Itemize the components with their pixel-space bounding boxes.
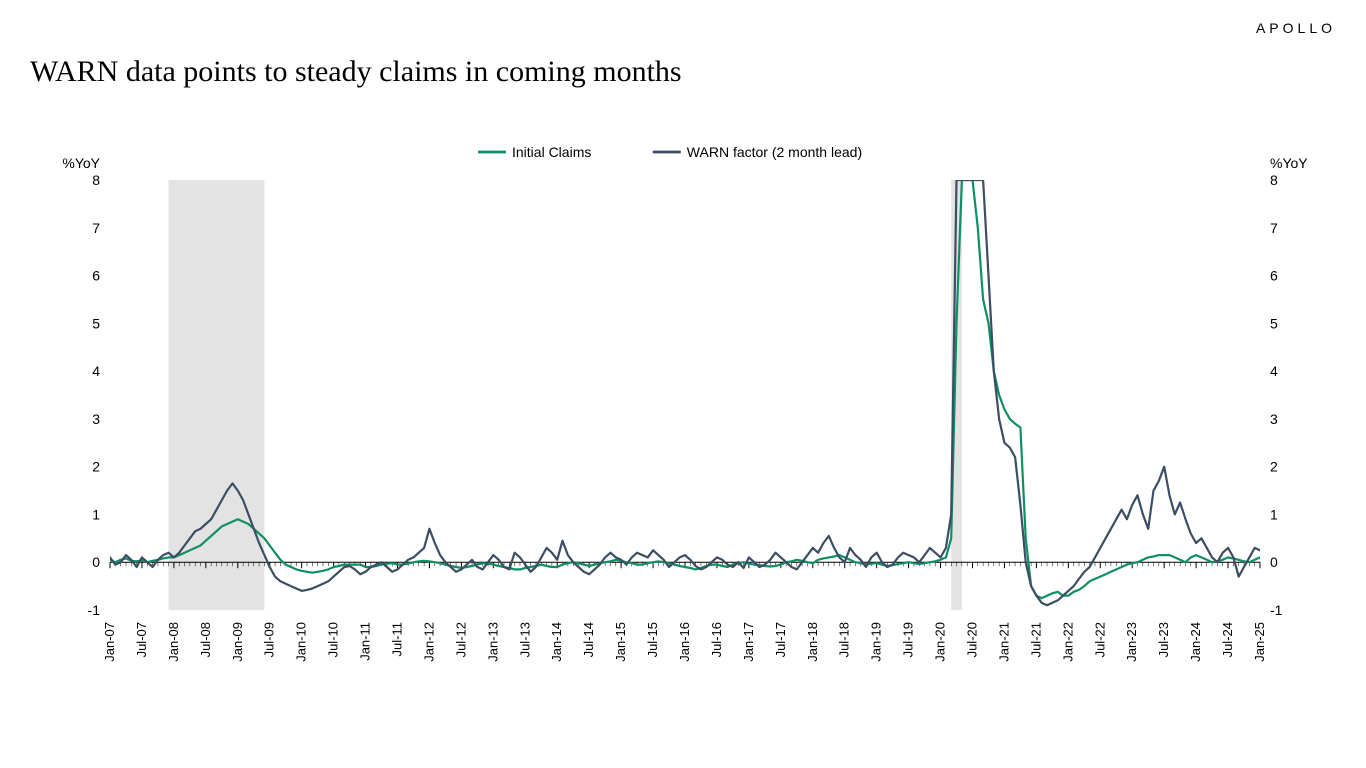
svg-text:1: 1 — [92, 506, 100, 522]
svg-text:Jan-13: Jan-13 — [485, 622, 500, 662]
svg-text:Jan-20: Jan-20 — [933, 622, 948, 662]
svg-text:4: 4 — [92, 363, 100, 379]
line-chart: -1-1001122334455667788%YoY%YoYJan-07Jul-… — [60, 140, 1310, 700]
svg-text:Jul-16: Jul-16 — [709, 622, 724, 657]
svg-text:Jan-14: Jan-14 — [549, 622, 564, 662]
svg-text:Jan-22: Jan-22 — [1060, 622, 1075, 662]
svg-text:1: 1 — [1270, 506, 1278, 522]
svg-text:Jan-08: Jan-08 — [166, 622, 181, 662]
svg-text:Jul-13: Jul-13 — [517, 622, 532, 657]
svg-text:Jan-11: Jan-11 — [358, 622, 373, 661]
svg-text:Jul-17: Jul-17 — [773, 622, 788, 657]
svg-text:Jul-15: Jul-15 — [645, 622, 660, 657]
svg-text:7: 7 — [92, 220, 100, 236]
svg-text:Jan-09: Jan-09 — [230, 622, 245, 662]
svg-text:6: 6 — [1270, 268, 1278, 284]
svg-text:Initial Claims: Initial Claims — [512, 144, 591, 160]
svg-text:Jul-08: Jul-08 — [198, 622, 213, 657]
svg-text:Jul-23: Jul-23 — [1156, 622, 1171, 657]
svg-text:-1: -1 — [1270, 602, 1283, 618]
svg-text:5: 5 — [92, 315, 100, 331]
svg-text:%YoY: %YoY — [1270, 155, 1308, 171]
svg-text:Jul-19: Jul-19 — [901, 622, 916, 657]
svg-text:Jul-07: Jul-07 — [134, 622, 149, 657]
svg-text:WARN factor (2 month lead): WARN factor (2 month lead) — [687, 144, 862, 160]
svg-text:Jan-23: Jan-23 — [1124, 622, 1139, 662]
svg-text:Jul-09: Jul-09 — [262, 622, 277, 657]
svg-text:Jan-16: Jan-16 — [677, 622, 692, 662]
svg-text:-1: -1 — [88, 602, 101, 618]
svg-text:Jan-17: Jan-17 — [741, 622, 756, 662]
svg-text:0: 0 — [92, 554, 100, 570]
svg-text:Jul-20: Jul-20 — [965, 622, 980, 657]
brand-label: APOLLO — [1256, 20, 1336, 36]
svg-text:Jan-10: Jan-10 — [294, 622, 309, 662]
svg-text:2: 2 — [1270, 459, 1278, 475]
chart-container: -1-1001122334455667788%YoY%YoYJan-07Jul-… — [60, 140, 1310, 700]
svg-text:Jul-11: Jul-11 — [390, 622, 405, 656]
svg-text:8: 8 — [1270, 172, 1278, 188]
svg-text:5: 5 — [1270, 315, 1278, 331]
chart-title: WARN data points to steady claims in com… — [30, 55, 682, 89]
svg-text:Jan-19: Jan-19 — [869, 622, 884, 662]
svg-text:Jan-07: Jan-07 — [102, 622, 117, 662]
svg-text:Jul-21: Jul-21 — [1028, 622, 1043, 657]
svg-text:Jan-18: Jan-18 — [805, 622, 820, 662]
svg-text:Jan-21: Jan-21 — [996, 622, 1011, 662]
svg-text:Jul-14: Jul-14 — [581, 622, 596, 657]
svg-text:Jan-24: Jan-24 — [1188, 622, 1203, 662]
svg-text:Jul-12: Jul-12 — [453, 622, 468, 657]
svg-text:Jul-18: Jul-18 — [837, 622, 852, 657]
svg-text:3: 3 — [92, 411, 100, 427]
svg-text:Jan-15: Jan-15 — [613, 622, 628, 662]
svg-text:4: 4 — [1270, 363, 1278, 379]
svg-text:8: 8 — [92, 172, 100, 188]
svg-text:0: 0 — [1270, 554, 1278, 570]
svg-text:7: 7 — [1270, 220, 1278, 236]
svg-text:3: 3 — [1270, 411, 1278, 427]
svg-text:Jul-10: Jul-10 — [326, 622, 341, 657]
svg-text:Jan-12: Jan-12 — [421, 622, 436, 662]
svg-text:6: 6 — [92, 268, 100, 284]
svg-text:%YoY: %YoY — [62, 155, 100, 171]
svg-text:Jan-25: Jan-25 — [1252, 622, 1267, 662]
svg-text:2: 2 — [92, 459, 100, 475]
svg-text:Jul-22: Jul-22 — [1092, 622, 1107, 657]
svg-text:Jul-24: Jul-24 — [1220, 622, 1235, 657]
